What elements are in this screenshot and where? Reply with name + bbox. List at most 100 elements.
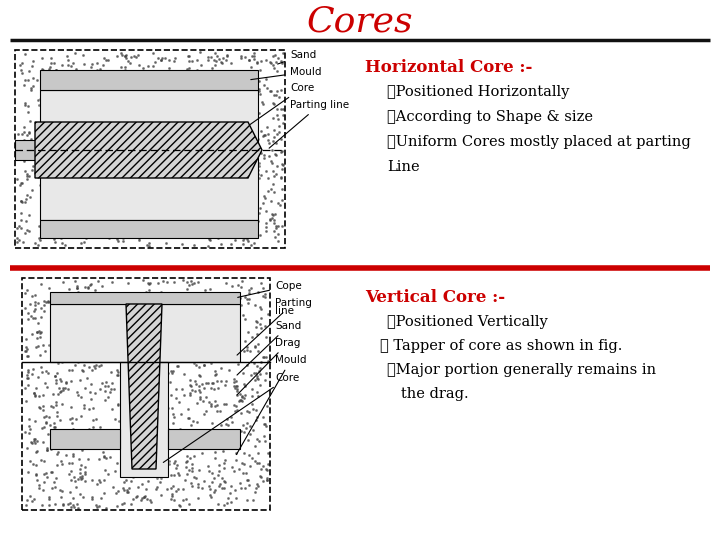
Point	[232, 429, 243, 438]
Point	[23, 128, 35, 137]
Point	[63, 153, 74, 162]
Point	[213, 461, 225, 469]
Point	[165, 140, 176, 149]
Point	[167, 203, 179, 212]
Point	[85, 334, 96, 342]
Point	[169, 191, 181, 199]
Point	[198, 125, 210, 133]
Point	[65, 126, 76, 135]
Point	[126, 203, 138, 212]
Point	[194, 382, 205, 391]
Point	[132, 233, 143, 242]
Point	[67, 59, 78, 68]
Point	[272, 237, 284, 245]
Point	[124, 483, 135, 492]
Point	[261, 123, 273, 131]
Point	[138, 97, 150, 106]
Point	[122, 309, 134, 318]
Point	[276, 105, 288, 114]
Point	[202, 427, 214, 435]
Point	[18, 81, 30, 90]
Point	[163, 136, 174, 145]
Point	[60, 379, 71, 387]
Point	[161, 114, 173, 123]
Point	[169, 54, 181, 63]
Point	[104, 101, 116, 110]
Point	[143, 191, 155, 200]
Point	[148, 222, 160, 231]
Point	[236, 459, 248, 468]
Point	[24, 172, 35, 180]
Point	[244, 203, 256, 212]
Point	[254, 203, 266, 212]
Point	[91, 133, 102, 142]
Point	[173, 171, 184, 180]
Point	[35, 329, 46, 338]
Point	[215, 168, 226, 177]
Point	[130, 310, 141, 319]
Point	[167, 366, 179, 375]
Point	[83, 362, 94, 371]
Point	[116, 105, 127, 114]
Point	[233, 465, 245, 474]
Point	[22, 174, 33, 183]
Point	[245, 240, 256, 249]
Point	[132, 309, 144, 318]
Point	[117, 179, 129, 187]
Point	[235, 51, 246, 60]
Point	[140, 140, 151, 149]
Point	[229, 375, 240, 384]
Point	[135, 424, 147, 433]
Point	[117, 379, 128, 387]
Point	[27, 460, 38, 468]
Point	[212, 234, 224, 242]
Point	[202, 53, 214, 62]
Point	[92, 111, 104, 119]
Point	[246, 230, 258, 239]
Point	[253, 367, 264, 375]
Point	[153, 420, 165, 428]
Point	[184, 81, 195, 90]
Point	[84, 224, 95, 232]
Point	[148, 66, 160, 75]
Point	[206, 477, 217, 486]
Point	[212, 200, 223, 209]
Point	[109, 70, 120, 79]
Point	[22, 131, 33, 139]
Point	[43, 413, 55, 421]
Point	[273, 128, 284, 137]
Point	[63, 123, 75, 131]
Point	[169, 342, 181, 350]
Point	[162, 219, 174, 228]
Text: Sand: Sand	[278, 50, 316, 64]
Point	[100, 76, 112, 85]
Point	[92, 345, 104, 354]
Point	[276, 185, 288, 193]
Point	[146, 198, 158, 206]
Point	[248, 359, 259, 368]
Point	[167, 418, 179, 427]
Point	[126, 114, 138, 123]
Point	[172, 187, 184, 196]
Point	[257, 198, 269, 207]
Point	[46, 218, 58, 226]
Point	[65, 211, 76, 219]
Point	[150, 176, 162, 185]
Point	[163, 187, 175, 196]
Point	[163, 357, 174, 366]
Point	[98, 303, 109, 312]
Point	[197, 179, 209, 187]
Point	[24, 457, 36, 465]
Point	[83, 342, 94, 351]
Point	[239, 190, 251, 199]
Point	[168, 133, 179, 141]
Point	[202, 379, 214, 388]
Point	[19, 123, 30, 131]
Text: ➤Positioned Vertically: ➤Positioned Vertically	[387, 315, 548, 329]
Point	[271, 224, 282, 232]
Point	[254, 319, 266, 328]
Point	[156, 165, 167, 174]
Point	[67, 300, 78, 309]
Point	[173, 316, 184, 325]
Point	[109, 332, 121, 341]
